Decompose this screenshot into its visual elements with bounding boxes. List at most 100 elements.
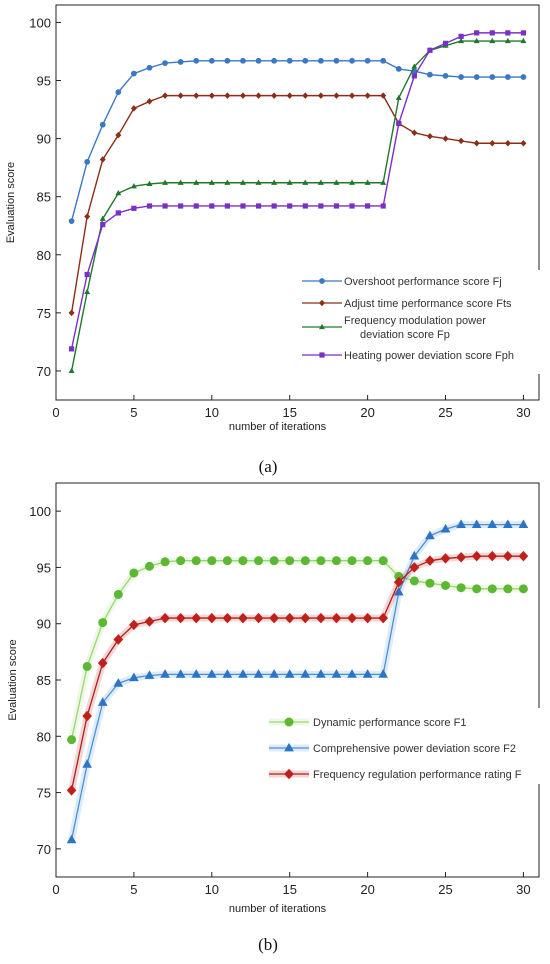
- data-point: [489, 30, 495, 36]
- y-tick-label: 85: [37, 673, 51, 688]
- x-axis-label: number of iterations: [229, 421, 327, 433]
- data-point: [269, 556, 279, 566]
- legend-label: Adjust time performance score Fts: [344, 298, 512, 310]
- data-point: [473, 74, 480, 80]
- data-point: [411, 63, 418, 69]
- data-point: [520, 140, 527, 147]
- data-point: [131, 70, 137, 77]
- data-point: [364, 179, 371, 185]
- data-point: [191, 669, 202, 678]
- data-point: [504, 37, 511, 44]
- x-axis-label: number of iterations: [229, 903, 327, 915]
- data-point: [271, 203, 277, 209]
- data-point: [300, 612, 311, 624]
- data-point: [284, 669, 295, 678]
- data-point: [316, 612, 326, 624]
- data-point: [255, 57, 262, 64]
- data-point: [471, 519, 482, 529]
- data-point: [489, 140, 496, 147]
- data-point: [364, 57, 371, 64]
- data-point: [240, 57, 246, 64]
- series-4: [68, 30, 527, 352]
- data-point: [206, 669, 217, 678]
- data-point: [363, 556, 373, 566]
- data-point: [489, 74, 496, 80]
- data-point: [347, 669, 357, 678]
- x-tick-label: 25: [438, 405, 452, 420]
- data-point: [82, 710, 92, 722]
- data-point: [425, 530, 435, 540]
- legend: Overshoot performance score Fj Adjust tim…: [296, 270, 542, 374]
- legend-marker: [284, 742, 294, 752]
- data-point: [286, 92, 293, 99]
- data-point: [84, 158, 91, 165]
- data-point: [160, 669, 170, 678]
- legend-marker: [284, 717, 294, 727]
- legend-label-line: Frequency modulation power: [344, 315, 486, 327]
- data-point: [520, 74, 527, 80]
- data-point: [208, 57, 215, 64]
- data-point: [115, 131, 122, 139]
- data-point: [286, 179, 293, 185]
- data-point: [144, 616, 155, 627]
- data-point: [347, 556, 357, 566]
- data-point: [66, 785, 77, 796]
- data-point: [472, 584, 482, 594]
- data-point: [68, 218, 75, 224]
- x-tick-label: 10: [205, 405, 219, 420]
- legend-label: Dynamic performance score F1: [313, 717, 466, 729]
- x-tick-label: 5: [130, 405, 137, 420]
- data-point: [146, 98, 153, 105]
- data-point: [473, 37, 480, 44]
- data-point: [255, 203, 262, 209]
- data-point: [380, 203, 386, 209]
- data-point: [240, 203, 246, 209]
- data-point: [331, 669, 342, 678]
- y-axis-label: Evaluation score: [7, 639, 19, 720]
- legend-box: [296, 270, 542, 374]
- data-point: [160, 557, 170, 567]
- data-point: [442, 135, 449, 142]
- data-point: [222, 556, 232, 566]
- x-tick-label: 25: [438, 882, 452, 897]
- data-point: [208, 179, 215, 185]
- data-point: [409, 550, 420, 560]
- data-point: [67, 735, 77, 745]
- legend: Dynamic performance score F1 Comprehensiv…: [263, 708, 545, 784]
- data-point: [380, 92, 387, 99]
- x-tick-label: 0: [52, 405, 59, 420]
- data-point: [239, 179, 246, 185]
- series-2: [66, 519, 529, 844]
- legend-label-line: Overshoot performance score Fj: [344, 276, 502, 288]
- data-point: [269, 669, 279, 678]
- data-point: [317, 92, 324, 99]
- data-point: [66, 834, 77, 844]
- data-point: [99, 215, 106, 221]
- data-point: [175, 669, 186, 678]
- data-point: [349, 179, 356, 185]
- data-point: [99, 121, 106, 128]
- data-point: [518, 550, 529, 562]
- data-point: [474, 30, 480, 36]
- legend-marker: [319, 352, 325, 358]
- data-point: [302, 203, 308, 209]
- data-point: [380, 179, 387, 185]
- data-point: [271, 179, 278, 185]
- data-point: [409, 562, 420, 573]
- legend-marker: [284, 768, 294, 780]
- data-point: [487, 584, 497, 594]
- data-point: [333, 92, 340, 99]
- data-point: [238, 669, 248, 678]
- legend-label-line: deviation score Fp: [360, 329, 450, 341]
- data-point: [82, 661, 92, 671]
- caption-b: (b): [258, 935, 278, 954]
- data-point: [396, 120, 402, 127]
- data-point: [191, 612, 202, 624]
- x-tick-label: 15: [282, 405, 296, 420]
- data-point: [302, 179, 309, 185]
- x-tick-label: 10: [205, 882, 219, 897]
- y-tick-label: 90: [37, 617, 51, 632]
- plot-frame: [55, 4, 540, 401]
- data-point: [130, 182, 137, 189]
